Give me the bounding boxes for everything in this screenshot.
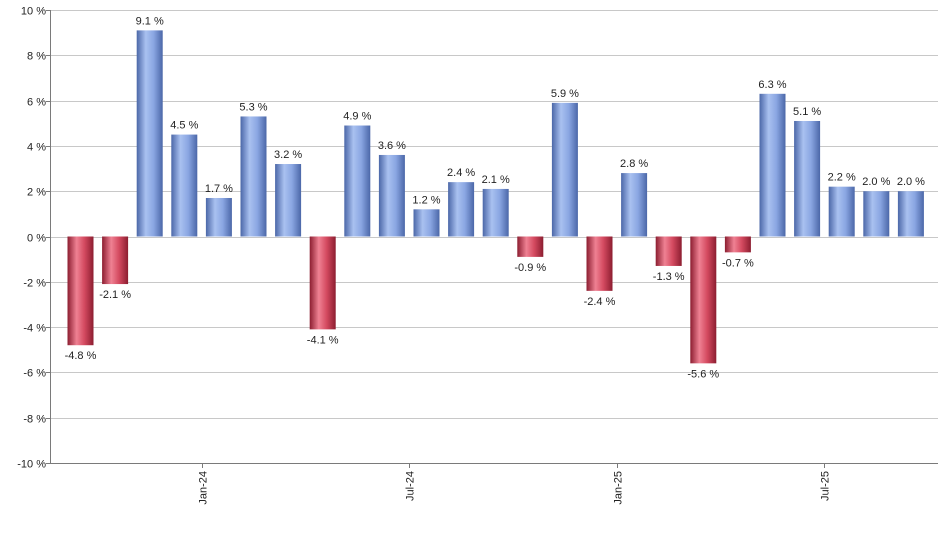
bar-value-label: -5.6 % <box>687 368 719 380</box>
bar <box>655 236 682 266</box>
bar-value-label: -4.1 % <box>307 334 339 346</box>
bar <box>794 120 821 237</box>
bar <box>344 125 371 237</box>
bar <box>275 164 302 237</box>
bar <box>828 186 855 237</box>
bar-value-label: 2.8 % <box>620 158 648 170</box>
bar <box>448 182 475 237</box>
bar-value-label: -2.1 % <box>99 289 131 301</box>
bar-value-label: 1.7 % <box>205 183 233 195</box>
bar <box>759 93 786 237</box>
y-tick-label: 2 % <box>27 187 46 199</box>
labels: 10 % 8 % 6 % 4 % 2 % 0 % -2 % -4 % -6 % -8 % -10 %… <box>17 6 925 505</box>
bar-value-label: 2.0 % <box>897 176 925 188</box>
bar-value-label: 2.1 % <box>482 174 510 186</box>
bar-value-label: -4.8 % <box>65 350 97 362</box>
x-tick-label: Jan-24 <box>198 471 210 505</box>
bar <box>171 134 198 237</box>
bar-value-label: 4.9 % <box>343 111 371 123</box>
bar <box>205 197 232 237</box>
bar <box>413 209 440 237</box>
y-tick-label: 6 % <box>27 97 46 109</box>
axes <box>46 10 938 468</box>
y-tick-label: 4 % <box>27 142 46 154</box>
y-tick-label: -8 % <box>23 414 46 426</box>
bar-value-label: 3.6 % <box>378 140 406 152</box>
x-tick-label: Jul-24 <box>405 471 417 501</box>
y-tick-label: -2 % <box>23 278 46 290</box>
x-tick-label: Jan-25 <box>613 471 625 505</box>
bar-value-label: 2.0 % <box>862 176 890 188</box>
grid-lines <box>50 10 938 464</box>
bar <box>724 236 751 253</box>
bar <box>690 236 717 364</box>
bar-value-label: 1.2 % <box>412 194 440 206</box>
bar-value-label: 2.2 % <box>828 172 856 184</box>
bar <box>240 116 267 237</box>
y-tick-label: 8 % <box>27 51 46 63</box>
y-tick-label: -10 % <box>17 459 46 471</box>
bar-value-label: -1.3 % <box>653 271 685 283</box>
y-tick-label: -6 % <box>23 368 46 380</box>
bar <box>551 102 578 237</box>
bar-value-label: -0.7 % <box>722 257 754 269</box>
x-tick-label: Jul-25 <box>820 471 832 501</box>
bar-value-label: 4.5 % <box>170 120 198 132</box>
bar-value-label: 3.2 % <box>274 149 302 161</box>
bar <box>586 236 613 291</box>
bar-value-label: 5.9 % <box>551 88 579 100</box>
bar-value-label: 2.4 % <box>447 167 475 179</box>
bar <box>136 30 163 237</box>
bars <box>67 30 924 364</box>
bar-value-label: -2.4 % <box>584 296 616 308</box>
bar-value-label: 5.1 % <box>793 106 821 118</box>
bar <box>309 236 336 330</box>
bar <box>102 236 129 285</box>
bar <box>863 191 890 237</box>
bar-value-label: 6.3 % <box>758 79 786 91</box>
bar-value-label: 5.3 % <box>239 101 267 113</box>
y-tick-label: 10 % <box>21 6 46 18</box>
bar <box>482 188 509 237</box>
bar <box>621 173 648 237</box>
bar <box>517 236 544 257</box>
y-tick-label: -4 % <box>23 323 46 335</box>
bar-value-label: -0.9 % <box>514 262 546 274</box>
y-tick-label: 0 % <box>27 233 46 245</box>
bar <box>897 191 924 237</box>
bar <box>67 236 94 346</box>
bar <box>378 154 405 237</box>
bar-value-label: 9.1 % <box>136 15 164 27</box>
